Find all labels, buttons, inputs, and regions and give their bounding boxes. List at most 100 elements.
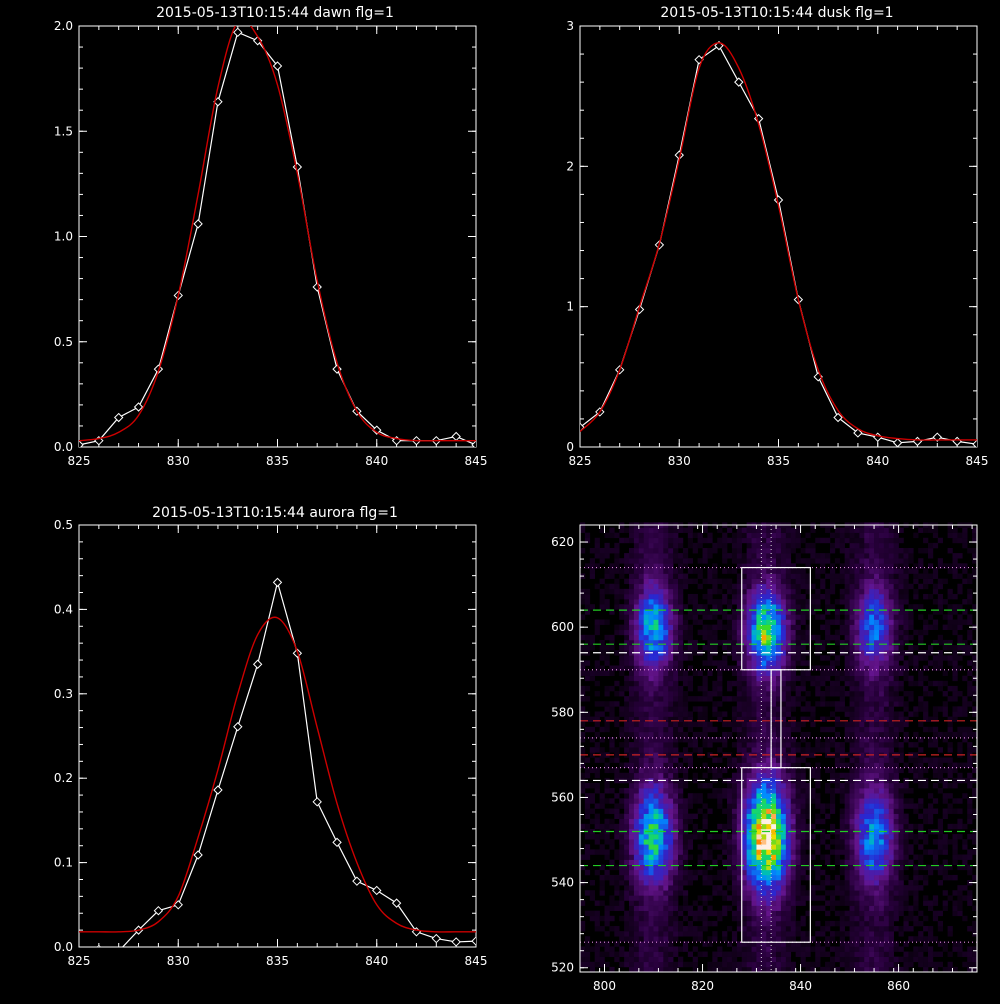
heatmap-cell xyxy=(889,819,894,824)
heatmap-cell xyxy=(688,793,693,798)
heatmap-cell xyxy=(619,614,624,619)
heatmap-cell xyxy=(786,543,791,548)
heatmap-cell xyxy=(761,645,766,650)
heatmap-cell xyxy=(673,773,678,778)
heatmap-cell xyxy=(585,798,590,803)
heatmap-cell xyxy=(703,870,708,875)
heatmap-cell xyxy=(756,686,761,691)
heatmap-cell xyxy=(776,844,781,849)
heatmap-cell xyxy=(722,844,727,849)
heatmap-cell xyxy=(742,849,747,854)
heatmap-cell xyxy=(771,803,776,808)
heatmap-cell xyxy=(869,543,874,548)
heatmap-cell xyxy=(781,788,786,793)
heatmap-cell xyxy=(732,839,737,844)
heatmap-cell xyxy=(815,962,820,967)
heatmap-cell xyxy=(815,895,820,900)
heatmap-cell xyxy=(737,676,742,681)
heatmap-cell xyxy=(644,809,649,814)
heatmap-cell xyxy=(703,558,708,563)
heatmap-cell xyxy=(590,849,595,854)
heatmap-cell xyxy=(727,860,732,865)
heatmap-cell xyxy=(585,911,590,916)
heatmap-cell xyxy=(747,620,752,625)
heatmap-cell xyxy=(894,732,899,737)
heatmap-cell xyxy=(698,711,703,716)
heatmap-cell xyxy=(771,936,776,941)
heatmap-cell xyxy=(742,788,747,793)
heatmap-cell xyxy=(668,594,673,599)
heatmap-cell xyxy=(668,691,673,696)
heatmap-cell xyxy=(761,921,766,926)
heatmap-cell xyxy=(654,885,659,890)
heatmap-cell xyxy=(810,548,815,553)
heatmap-cell xyxy=(899,824,904,829)
heatmap-cell xyxy=(766,870,771,875)
heatmap-cell xyxy=(639,793,644,798)
heatmap-cell xyxy=(766,906,771,911)
panel-title: 2015-05-13T10:15:44 aurora flg=1 xyxy=(152,505,398,521)
heatmap-cell xyxy=(761,875,766,880)
heatmap-cell xyxy=(644,895,649,900)
heatmap-cell xyxy=(614,773,619,778)
heatmap-cell xyxy=(766,768,771,773)
heatmap-cell xyxy=(727,967,732,972)
heatmap-cell xyxy=(786,614,791,619)
heatmap-cell xyxy=(786,844,791,849)
heatmap-cell xyxy=(830,742,835,747)
heatmap-cell xyxy=(688,906,693,911)
y-tick-label: 0.1 xyxy=(54,856,73,870)
heatmap-cell xyxy=(717,625,722,630)
heatmap-cell xyxy=(663,574,668,579)
heatmap-cell xyxy=(644,957,649,962)
heatmap-cell xyxy=(703,696,708,701)
heatmap-cell xyxy=(766,860,771,865)
heatmap-cell xyxy=(894,558,899,563)
heatmap-cell xyxy=(663,711,668,716)
heatmap-cell xyxy=(786,824,791,829)
heatmap-cell xyxy=(717,686,722,691)
heatmap-cell xyxy=(624,952,629,957)
heatmap-cell xyxy=(732,860,737,865)
heatmap-cell xyxy=(688,625,693,630)
heatmap-cell xyxy=(683,860,688,865)
heatmap-cell xyxy=(678,711,683,716)
heatmap-cell xyxy=(629,957,634,962)
heatmap-cell xyxy=(850,839,855,844)
heatmap-cell xyxy=(815,952,820,957)
heatmap-cell xyxy=(609,533,614,538)
heatmap-cell xyxy=(644,568,649,573)
heatmap-cell xyxy=(663,875,668,880)
heatmap-cell xyxy=(663,921,668,926)
heatmap-cell xyxy=(859,548,864,553)
heatmap-cell xyxy=(835,543,840,548)
heatmap-cell xyxy=(899,701,904,706)
heatmap-cell xyxy=(668,819,673,824)
heatmap-cell xyxy=(673,635,678,640)
heatmap-cell xyxy=(688,696,693,701)
heatmap-cell xyxy=(663,614,668,619)
heatmap-cell xyxy=(595,660,600,665)
heatmap-cell xyxy=(624,594,629,599)
heatmap-cell xyxy=(629,665,634,670)
heatmap-cell xyxy=(639,870,644,875)
heatmap-cell xyxy=(663,916,668,921)
heatmap-cell xyxy=(859,528,864,533)
heatmap-cell xyxy=(845,645,850,650)
heatmap-cell xyxy=(815,604,820,609)
heatmap-cell xyxy=(654,957,659,962)
heatmap-cell xyxy=(747,855,752,860)
heatmap-cell xyxy=(732,671,737,676)
heatmap-cell xyxy=(805,558,810,563)
heatmap-cell xyxy=(698,906,703,911)
heatmap-cell xyxy=(859,936,864,941)
heatmap-cell xyxy=(717,676,722,681)
heatmap-cell xyxy=(874,533,879,538)
heatmap-cell xyxy=(673,665,678,670)
heatmap-cell xyxy=(585,783,590,788)
heatmap-cell xyxy=(859,676,864,681)
heatmap-cell xyxy=(619,870,624,875)
heatmap-cell xyxy=(747,660,752,665)
heatmap-cell xyxy=(658,655,663,660)
heatmap-cell xyxy=(644,660,649,665)
